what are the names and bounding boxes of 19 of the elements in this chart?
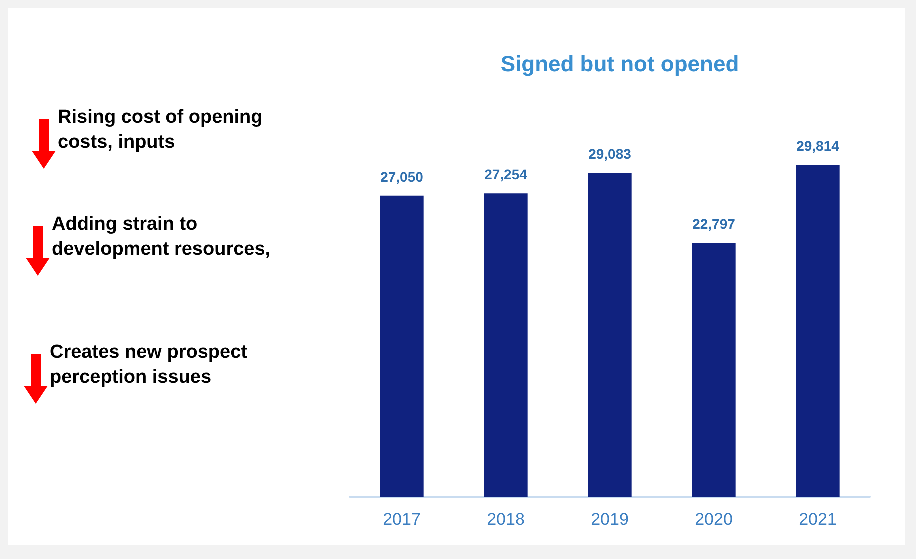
data-label: 29,083: [588, 146, 632, 162]
bar: [380, 196, 424, 497]
x-tick-label: 2017: [383, 510, 421, 529]
text: Adding strain to development resources,: [52, 213, 272, 262]
chart-title: Signed but not opened: [500, 52, 740, 76]
x-tick-label: 2020: [695, 510, 733, 529]
data-label: 27,254: [484, 166, 528, 183]
data-label: 22,797: [692, 216, 736, 232]
x-tick-label: 2021: [799, 510, 837, 529]
bar: [484, 194, 528, 497]
data-label: 27,050: [380, 168, 424, 185]
bar: [692, 243, 736, 497]
bar: [796, 165, 840, 497]
text: Rising cost of opening costs, inputs: [58, 106, 264, 155]
bar: [588, 173, 632, 497]
x-tick-label: 2019: [591, 510, 629, 529]
x-tick-label: 2018: [487, 510, 525, 529]
data-label: 29,814: [796, 138, 840, 154]
text: Creates new prospect perception issues: [50, 341, 248, 390]
